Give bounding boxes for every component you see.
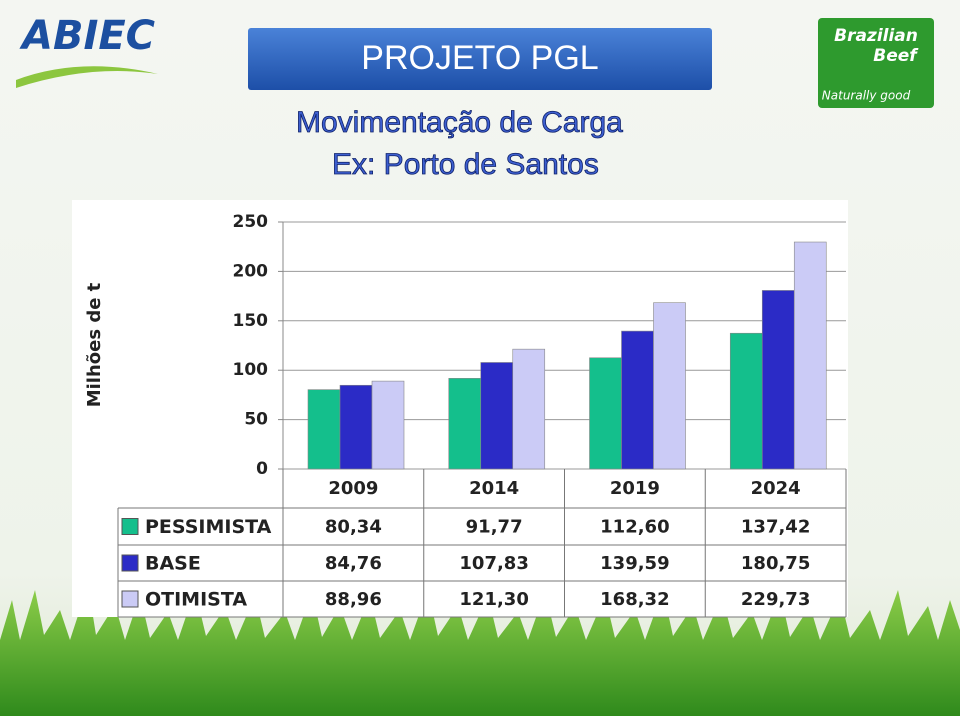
grass <box>0 585 960 716</box>
y-tick-label: 250 <box>233 212 269 232</box>
bar <box>729 332 763 470</box>
logo-right <box>818 18 934 108</box>
table-value: 84,76 <box>325 553 382 574</box>
y-tick-label: 0 <box>256 459 268 479</box>
banner-text: PROJETO PGL <box>361 39 598 77</box>
table-value: 80,34 <box>325 517 382 538</box>
bar <box>480 362 514 470</box>
y-tick-label: 100 <box>233 360 269 380</box>
x-tick-label: 2019 <box>610 478 660 499</box>
bar <box>307 389 341 470</box>
table-value: 229,73 <box>741 589 810 610</box>
bar <box>339 384 373 470</box>
table-value: 107,83 <box>459 553 528 574</box>
legend-label: BASE <box>145 553 201 575</box>
logo-right-text: Brazilian <box>834 26 918 46</box>
legend-swatch <box>121 590 139 608</box>
legend-label: PESSIMISTA <box>145 516 272 538</box>
bar <box>793 241 827 470</box>
table-value: 168,32 <box>600 589 669 610</box>
y-tick-label: 200 <box>233 261 269 281</box>
x-tick-label: 2024 <box>751 478 801 499</box>
legend-swatch <box>121 518 139 535</box>
table-value: 180,75 <box>741 553 810 574</box>
bar <box>653 302 686 470</box>
table-value: 121,30 <box>459 589 528 610</box>
slide-title: Movimentação de Carga <box>296 106 623 139</box>
x-tick-label: 2014 <box>469 478 519 499</box>
table-value: 139,59 <box>600 553 669 574</box>
slide-subtitle: Ex: Porto de Santos <box>332 148 599 181</box>
legend-label: OTIMISTA <box>145 589 247 611</box>
logo-left: ABIEC <box>19 13 155 59</box>
bar <box>621 330 654 470</box>
bar <box>371 380 405 470</box>
logo-tagline: Naturally good <box>822 89 911 103</box>
banner <box>248 28 712 90</box>
bar <box>761 290 795 470</box>
bar <box>448 378 482 470</box>
y-axis-label: Milhões de t <box>84 282 105 407</box>
x-tick-label: 2009 <box>328 478 378 499</box>
y-tick-label: 150 <box>233 311 269 331</box>
table-value: 137,42 <box>741 517 810 538</box>
logo-swoosh <box>16 66 158 88</box>
table-value: 91,77 <box>466 517 523 538</box>
table-value: 112,60 <box>600 517 669 538</box>
legend-swatch <box>121 554 139 572</box>
bar <box>589 357 622 470</box>
plot: 0 50 100 150 200 250 2009 2014 2019 2024 PESSIMIST… <box>117 212 847 618</box>
table-value: 88,96 <box>325 589 382 610</box>
bar <box>512 348 546 470</box>
y-tick-label: 50 <box>244 410 268 430</box>
logo-right-text: Beef <box>873 46 919 66</box>
